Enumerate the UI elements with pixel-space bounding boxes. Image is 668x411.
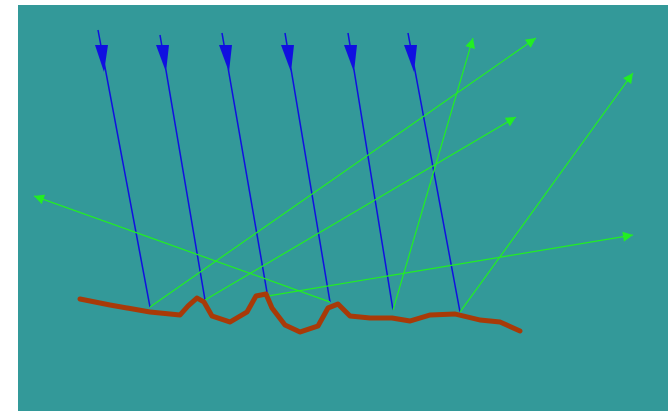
diagram — [0, 0, 668, 411]
page-body — [0, 0, 668, 411]
page: Reflection diagram {} html, body { margi… — [0, 0, 668, 411]
background — [18, 5, 668, 411]
